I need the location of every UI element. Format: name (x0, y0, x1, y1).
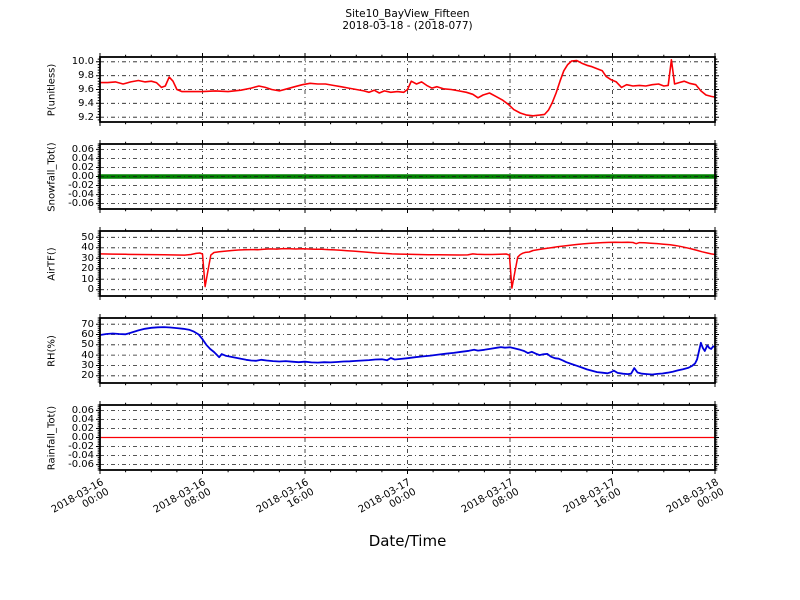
tick-marks (96, 53, 719, 126)
y-tick-label-rainfall-tot: 0.04 (71, 413, 94, 425)
y-axis-label-airtf: AirTF() (46, 246, 58, 281)
subplot-rainfall-tot (96, 401, 719, 474)
chart-subtitle: 2018-03-18 - (2018-077) (342, 20, 473, 32)
y-tick-label-rh: 20 (81, 370, 94, 382)
y-tick-label-rh: 70 (81, 318, 94, 330)
y-tick-label-snowfall-tot: 0.04 (71, 152, 94, 164)
y-tick-label-airtf: 10 (81, 273, 94, 285)
y-tick-label-airtf: 30 (81, 252, 94, 264)
series-line-airtf (99, 241, 716, 289)
y-axis-label-p-unitless: P(unitless) (46, 63, 58, 116)
axes-frame (99, 143, 716, 210)
y-tick-label-airtf: 0 (87, 284, 94, 296)
x-tick-label-text: 2018-03-17 08:00 (460, 477, 521, 525)
x-tick-label-text: 2018-03-16 08:00 (152, 477, 213, 525)
tick-marks (96, 140, 719, 213)
gridlines (100, 57, 715, 122)
x-axis-title: Date/Time (368, 532, 447, 550)
tick-marks (96, 227, 719, 300)
y-tick-label-rainfall-tot: -0.06 (68, 459, 94, 471)
y-tick-label-snowfall-tot: 0.06 (71, 143, 94, 155)
y-tick-label-airtf: 40 (81, 242, 94, 254)
y-tick-label-snowfall-tot: -0.04 (68, 189, 94, 201)
y-axis-label-rainfall-tot: Rainfall_Tot() (46, 405, 58, 470)
y-tick-label-p-unitless: 9.2 (78, 111, 94, 123)
y-tick-label-rh: 60 (81, 329, 94, 340)
x-tick-label-text: 2018-03-16 00:00 (50, 477, 111, 525)
y-tick-label-rh: 40 (81, 349, 94, 361)
x-tick-label-text: 2018-03-17 16:00 (562, 477, 623, 525)
y-tick-label-airtf: 50 (81, 231, 94, 243)
axes-frame (99, 230, 716, 297)
y-tick-label-rainfall-tot: 0.06 (71, 404, 94, 416)
y-tick-label-rainfall-tot: -0.02 (68, 441, 94, 453)
y-tick-label-snowfall-tot: -0.06 (68, 198, 94, 210)
y-tick-label-p-unitless: 10.0 (71, 56, 94, 68)
axes-frame (99, 404, 716, 471)
axes-frame (99, 317, 716, 384)
y-tick-label-rh: 50 (81, 339, 94, 351)
x-tick-label-text: 2018-03-18 00:00 (665, 477, 726, 525)
axes-frame (99, 56, 716, 123)
y-axis-label-snowfall-tot: Snowfall_Tot() (46, 141, 58, 212)
y-tick-label-snowfall-tot: 0.02 (71, 161, 94, 173)
series-line-rh (99, 326, 716, 376)
series-line-p-unitless (99, 59, 716, 117)
subplot-p-unitless (96, 53, 719, 126)
y-axis-label-rh: RH(%) (46, 334, 58, 367)
gridlines (100, 144, 715, 209)
subplot-snowfall-tot (96, 140, 719, 213)
x-tick-label-text: 2018-03-17 00:00 (357, 477, 418, 525)
y-tick-label-rainfall-tot: 0.00 (71, 432, 94, 443)
y-tick-label-rh: 30 (81, 359, 94, 371)
gridlines (100, 318, 715, 383)
y-tick-label-snowfall-tot: 0.00 (71, 171, 94, 182)
y-tick-label-p-unitless: 9.4 (78, 97, 94, 109)
subplot-airtf (96, 227, 719, 300)
y-tick-label-rainfall-tot: 0.02 (71, 422, 94, 434)
y-tick-label-snowfall-tot: -0.02 (68, 180, 94, 192)
tick-marks (96, 314, 719, 387)
subplot-rh (96, 314, 719, 387)
tick-marks (96, 401, 719, 474)
y-tick-label-p-unitless: 9.6 (78, 84, 94, 95)
x-tick-label-text: 2018-03-16 16:00 (255, 477, 316, 525)
y-tick-label-airtf: 20 (81, 263, 94, 275)
gridlines (100, 231, 715, 296)
y-tick-label-rainfall-tot: -0.04 (68, 450, 94, 462)
y-tick-label-p-unitless: 9.8 (78, 70, 94, 82)
chart-title: Site10_BayView_Fifteen (345, 8, 470, 20)
